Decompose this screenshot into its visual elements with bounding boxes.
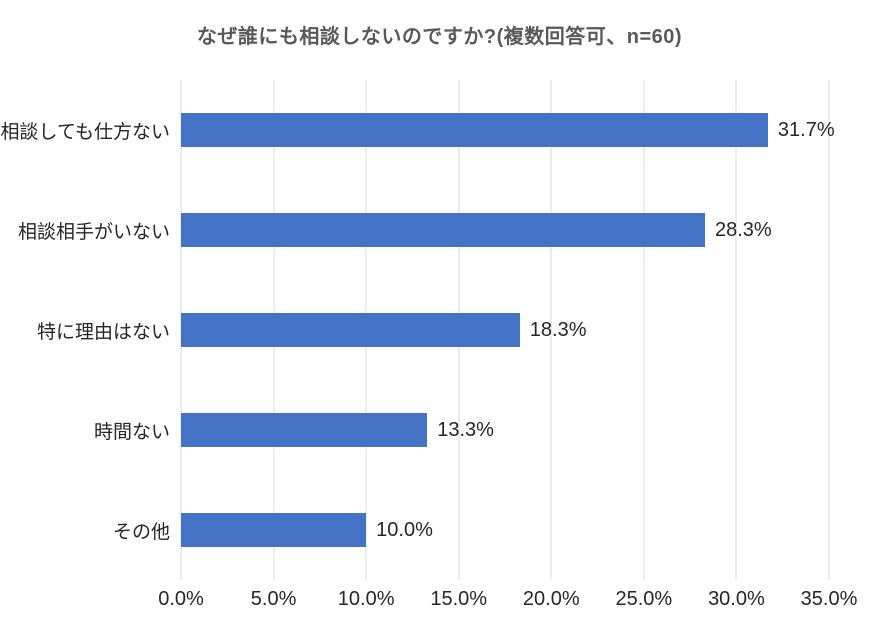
- bar: [181, 413, 428, 447]
- bar: [181, 113, 768, 147]
- bar: [181, 513, 367, 547]
- bar-value-label: 31.7%: [777, 119, 835, 141]
- x-axis-tick-label: 10.0%: [337, 588, 395, 610]
- bar-value-label: 18.3%: [529, 319, 587, 341]
- category-label: 相談しても仕方ない: [0, 121, 170, 143]
- bar-row: 18.3%: [181, 280, 829, 380]
- gridline: [643, 80, 645, 580]
- x-axis-tick-label: 0.0%: [158, 588, 204, 610]
- bar-value-label: 13.3%: [437, 419, 494, 441]
- category-label: 特に理由はない: [36, 321, 170, 343]
- gridline: [550, 80, 552, 580]
- x-axis-tick-label: 30.0%: [708, 588, 765, 610]
- bar-value-label: 10.0%: [376, 519, 433, 541]
- bar-value-label: 28.3%: [714, 219, 772, 241]
- x-axis-tick-label: 25.0%: [615, 588, 673, 610]
- category-label: 時間ない: [93, 421, 170, 443]
- gridline: [828, 80, 830, 580]
- bar: [181, 213, 705, 247]
- x-axis-tick-label: 15.0%: [430, 588, 488, 610]
- chart-title: なぜ誰にも相談しないのですか?(複数回答可、n=60): [196, 26, 683, 48]
- plot-area: 31.7% 28.3% 18.3% 13.3% 10.0%: [180, 80, 835, 580]
- x-axis-tick-label: 5.0%: [250, 588, 297, 610]
- category-axis: 相談しても仕方ない相談相手がいない特に理由はない時間ないその他: [0, 80, 170, 580]
- value-axis: 0.0% 5.0% 10.0% 15.0% 20.0% 25.0% 30.0% 35.0%: [158, 588, 857, 614]
- category-label: その他: [112, 521, 170, 543]
- category-label: 相談相手がいない: [17, 221, 170, 243]
- bar-row: 28.3%: [181, 180, 829, 280]
- x-axis-tick-label: 35.0%: [800, 588, 858, 610]
- bar: [181, 313, 520, 347]
- x-axis-tick-label: 20.0%: [522, 588, 580, 610]
- bar-row: 10.0%: [181, 480, 829, 580]
- bar-row: 31.7%: [181, 80, 835, 180]
- bar-row: 13.3%: [181, 380, 829, 480]
- gridline: [735, 80, 737, 580]
